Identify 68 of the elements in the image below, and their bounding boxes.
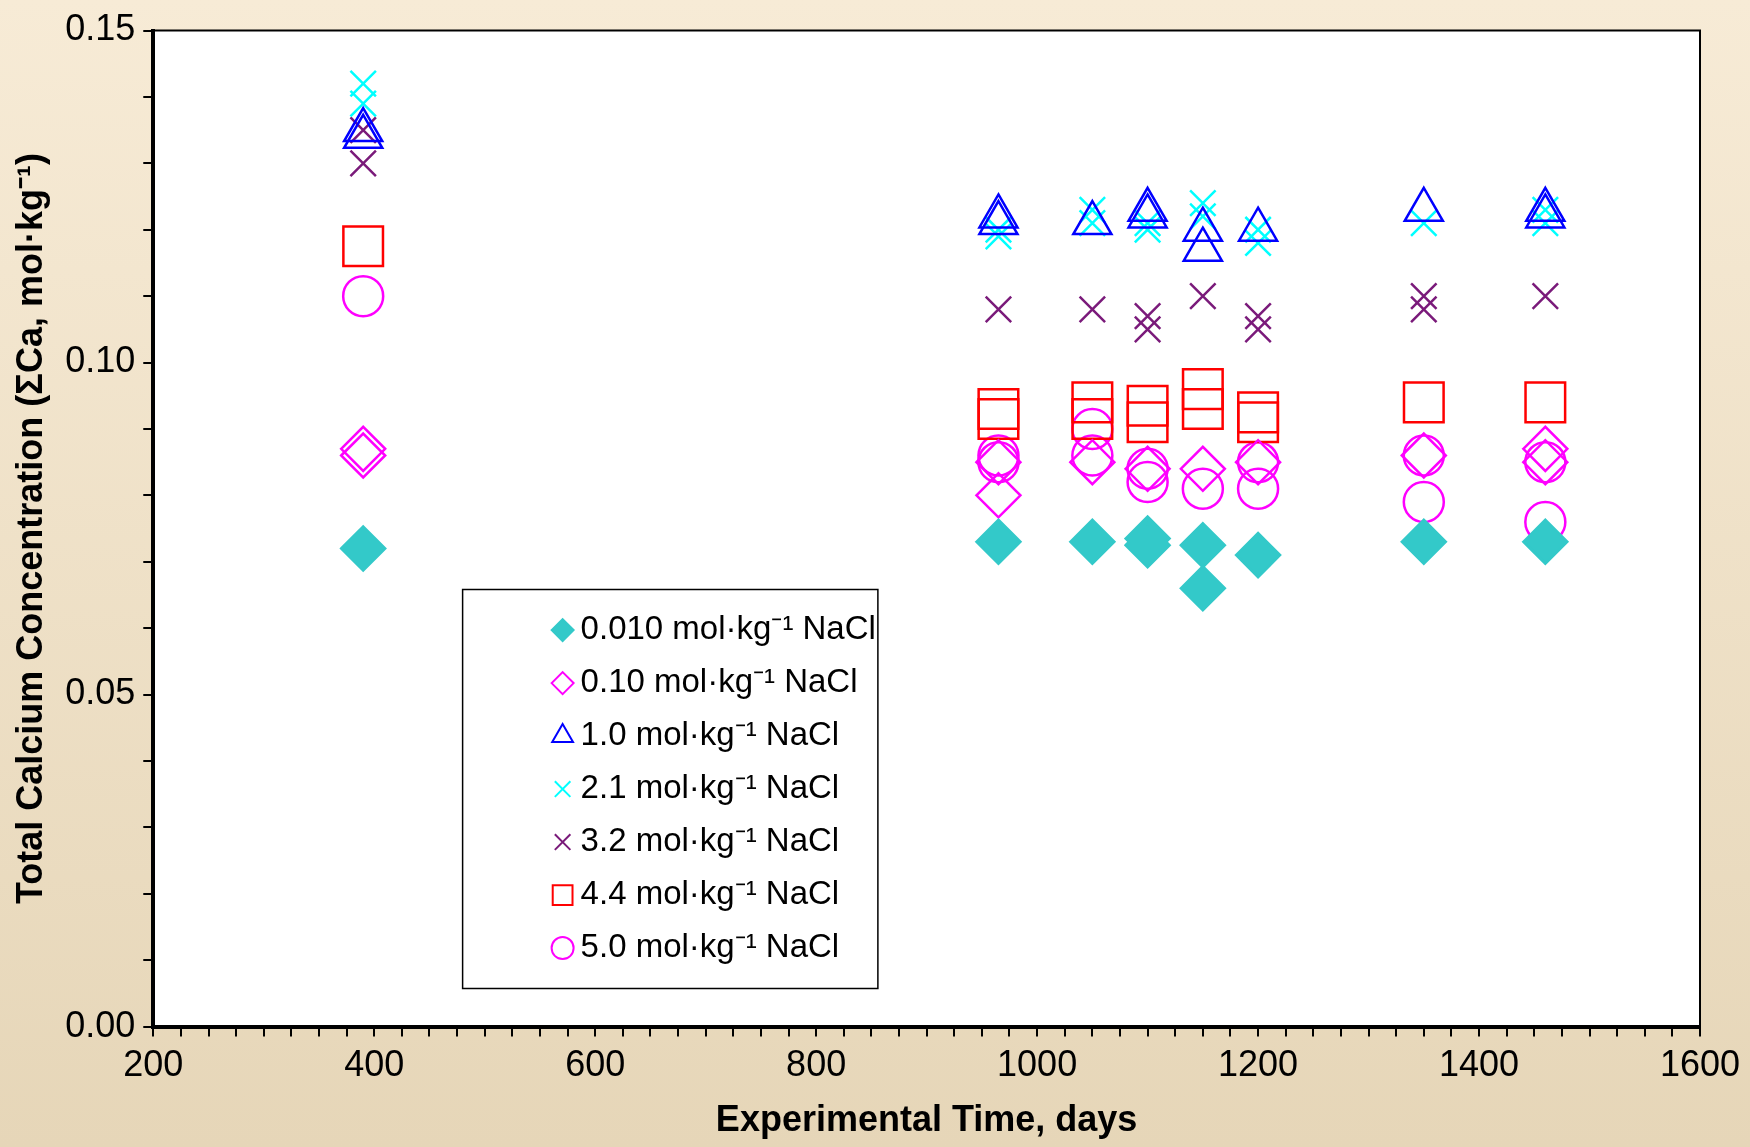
point xyxy=(1244,315,1273,344)
point xyxy=(1069,438,1116,486)
x-axis-title: Experimental Time, days xyxy=(715,1098,1138,1140)
point xyxy=(1237,391,1280,434)
x-tick-label: 1000 xyxy=(997,1043,1078,1085)
point xyxy=(977,387,1020,431)
point xyxy=(1071,397,1114,441)
point xyxy=(339,425,387,473)
point xyxy=(1409,282,1438,311)
point xyxy=(1522,518,1569,566)
x-tick-label: 1400 xyxy=(1438,1043,1520,1085)
point xyxy=(1244,302,1273,331)
point xyxy=(1181,368,1224,411)
point xyxy=(1078,295,1107,324)
point xyxy=(1133,315,1162,344)
point xyxy=(984,295,1013,324)
point xyxy=(341,274,385,318)
point xyxy=(1402,480,1446,524)
point xyxy=(1126,384,1169,427)
point xyxy=(975,518,1022,566)
x-tick-label: 1600 xyxy=(1659,1043,1741,1085)
point xyxy=(342,225,385,268)
legend-label: 5.0 mol·kg⁻¹ NaCl xyxy=(580,927,840,965)
legend-label: 2.1 mol·kg⁻¹ NaCl xyxy=(580,768,840,806)
point xyxy=(1179,521,1227,569)
point xyxy=(1133,302,1162,331)
x-tick-label: 400 xyxy=(344,1043,405,1085)
point xyxy=(339,525,387,572)
legend-label: 1.0 mol·kg⁻¹ NaCl xyxy=(580,715,840,753)
y-tick-label: 0.00 xyxy=(65,1003,136,1045)
y-tick-label: 0.10 xyxy=(65,339,136,381)
point xyxy=(977,397,1020,441)
point xyxy=(1531,282,1560,311)
legend-label: 4.4 mol·kg⁻¹ NaCl xyxy=(580,874,840,912)
point xyxy=(1409,295,1438,324)
point xyxy=(1069,518,1116,566)
point xyxy=(1181,467,1225,510)
point xyxy=(1400,518,1448,566)
point xyxy=(349,89,378,118)
point xyxy=(1237,401,1280,444)
x-tick-label: 600 xyxy=(565,1043,626,1085)
point xyxy=(1126,401,1169,444)
point xyxy=(349,69,378,98)
point xyxy=(1181,387,1224,431)
x-tick-label: 200 xyxy=(123,1043,184,1085)
point xyxy=(1188,282,1217,311)
point xyxy=(1402,381,1445,424)
y-tick-label: 0.15 xyxy=(65,7,136,49)
point xyxy=(1071,381,1114,424)
point xyxy=(1522,425,1569,473)
x-tick-label: 800 xyxy=(786,1043,847,1085)
legend-label: 0.10 mol·kg⁻¹ NaCl xyxy=(580,662,858,700)
point xyxy=(1234,531,1282,579)
legend-label: 3.2 mol·kg⁻¹ NaCl xyxy=(580,821,840,859)
point xyxy=(1126,460,1169,504)
point xyxy=(349,149,378,178)
point xyxy=(1236,467,1280,510)
point xyxy=(1524,381,1567,424)
point xyxy=(339,432,387,479)
x-tick-label: 1200 xyxy=(1218,1043,1299,1085)
point xyxy=(975,472,1022,519)
point xyxy=(1179,565,1227,612)
point xyxy=(1179,445,1227,493)
point xyxy=(1188,189,1217,218)
legend-label: 0.010 mol·kg⁻¹ NaCl xyxy=(580,609,876,647)
point xyxy=(1409,209,1438,238)
y-axis-title: Total Calcium Concentration (ΣCa, mol·kg⁻¹) xyxy=(8,153,50,905)
y-tick-label: 0.05 xyxy=(65,671,136,713)
